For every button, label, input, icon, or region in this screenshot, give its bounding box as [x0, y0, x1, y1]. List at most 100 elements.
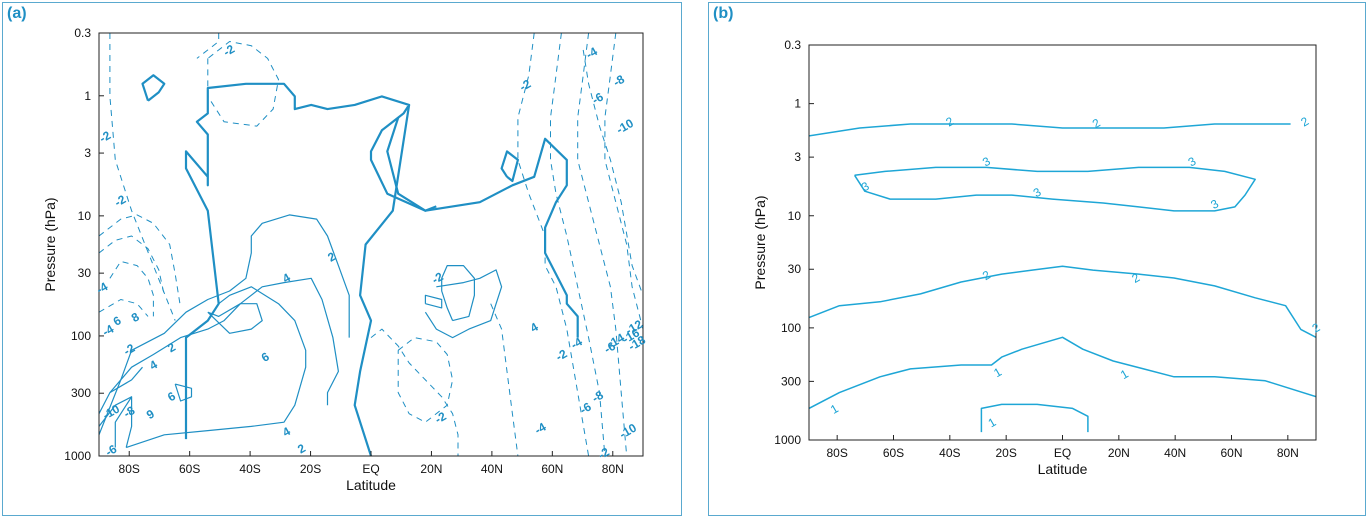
contour-label: 6: [165, 389, 178, 405]
contour-line: [126, 286, 307, 449]
contour-line: [424, 269, 503, 339]
contour-label: 1: [828, 401, 841, 417]
y-tick-label: 1: [794, 97, 801, 111]
contour-label: 2: [165, 340, 178, 356]
x-tick-label: EQ: [1054, 446, 1071, 460]
x-tick-label: 80N: [602, 462, 624, 476]
contour-label: -10: [617, 421, 639, 442]
contour-label: -10: [614, 116, 636, 137]
contour-label: 3: [859, 179, 872, 195]
contour-line: [114, 396, 133, 448]
y-tick-label: 0.3: [74, 26, 91, 40]
y-tick-label: 1000: [774, 433, 801, 447]
contour-label: 6: [111, 313, 124, 329]
x-tick-label: 60S: [179, 462, 200, 476]
contour-label: 9: [144, 406, 157, 422]
y-tick-label: 300: [781, 374, 801, 388]
panel-a-label: (a): [7, 5, 27, 22]
x-tick-label: 20S: [300, 462, 321, 476]
y-tick-label: 30: [78, 266, 92, 280]
contour-label: -2: [121, 341, 138, 359]
y-tick-label: 1: [84, 89, 91, 103]
contour-line: [980, 403, 1089, 433]
x-tick-label: 40N: [1164, 446, 1186, 460]
contour-line: [109, 277, 339, 406]
y-tick-label: 3: [794, 150, 801, 164]
contour-line: [490, 303, 519, 456]
x-tick-label: 80S: [119, 462, 140, 476]
contour-label: -4: [584, 44, 601, 62]
contour-line: [174, 383, 193, 402]
contour-line: [99, 235, 165, 296]
contour-line: [424, 294, 443, 309]
contour-line: [604, 33, 643, 330]
contour-line: [397, 337, 454, 423]
contour-label: -4: [94, 279, 111, 297]
y-tick-label: 100: [781, 321, 801, 335]
contour-line: [853, 166, 1256, 212]
x-tick-label: 60S: [883, 446, 904, 460]
contour-label: 2: [980, 267, 993, 283]
contour-label: -8: [121, 403, 138, 421]
plot-frame-b: [808, 44, 1317, 441]
contour-label: 1: [1118, 367, 1131, 383]
contour-label: -2: [112, 192, 129, 210]
x-tick-label: 80S: [826, 446, 847, 460]
contour-label: 4: [280, 424, 293, 440]
contour-line: [99, 214, 350, 436]
contour-line: [109, 33, 176, 321]
contour-label: -2: [221, 42, 238, 60]
y-tick-label: 1000: [64, 449, 91, 463]
contour-line: [99, 214, 182, 308]
contour-line: [353, 104, 411, 456]
x-tick-label: 60N: [1220, 446, 1242, 460]
contour-line: [517, 33, 590, 456]
y-tick-label: 300: [71, 386, 91, 400]
contour-label: -4: [100, 322, 117, 340]
contour-label: 8: [129, 309, 142, 325]
contour-label: 2: [295, 441, 308, 457]
contour-line: [109, 260, 154, 317]
contour-line: [809, 123, 1291, 137]
plot-frame-a: [98, 32, 644, 457]
contour-label: 2: [1090, 115, 1103, 131]
contour-label: -4: [568, 334, 585, 352]
contour-line: [582, 49, 643, 296]
contour-label: 2: [1310, 320, 1323, 336]
contour-label: -2: [553, 346, 570, 364]
contour-line: [577, 33, 628, 456]
contour-line: [99, 299, 149, 317]
chart-b: 80S 60S 40S 20S EQ 20N 40N 60N 80N 0.3 1 3 10 30 100 30…: [752, 38, 1323, 477]
contour-line: [441, 265, 475, 322]
contour-label: -8: [590, 388, 607, 406]
x-tick-label: 40N: [481, 462, 503, 476]
contour-line: [184, 82, 579, 440]
contour-label: 1: [991, 365, 1004, 381]
contour-line: [141, 74, 166, 102]
y-axis-title: Pressure (hPa): [42, 197, 58, 291]
contour-label: -6: [577, 399, 594, 417]
contour-label: 6: [259, 349, 272, 365]
y-tick-label: 10: [788, 209, 802, 223]
contour-line: [500, 150, 519, 183]
y-tick-label: 100: [71, 329, 91, 343]
contour-label: 1: [986, 415, 999, 431]
contour-line: [386, 117, 437, 212]
x-tick-label: 20N: [1108, 446, 1130, 460]
contour-label: 2: [325, 249, 338, 265]
y-axis-title: Pressure (hPa): [752, 195, 768, 289]
contour-label: 4: [147, 357, 160, 373]
contour-line: [99, 366, 143, 414]
contour-line: [809, 336, 1316, 410]
y-tick-label: 0.3: [784, 38, 801, 52]
x-tick-label: 20N: [420, 462, 442, 476]
contour-label: -2: [517, 77, 534, 95]
contour-lines-a: [99, 33, 643, 456]
contour-label: -2: [429, 269, 446, 287]
contour-lines-b: [809, 123, 1316, 433]
contour-label: -8: [611, 72, 628, 90]
x-tick-label: 20S: [995, 446, 1016, 460]
x-tick-label: 40S: [239, 462, 260, 476]
y-tick-label: 10: [78, 209, 92, 223]
contour-label: 2: [1298, 114, 1311, 130]
